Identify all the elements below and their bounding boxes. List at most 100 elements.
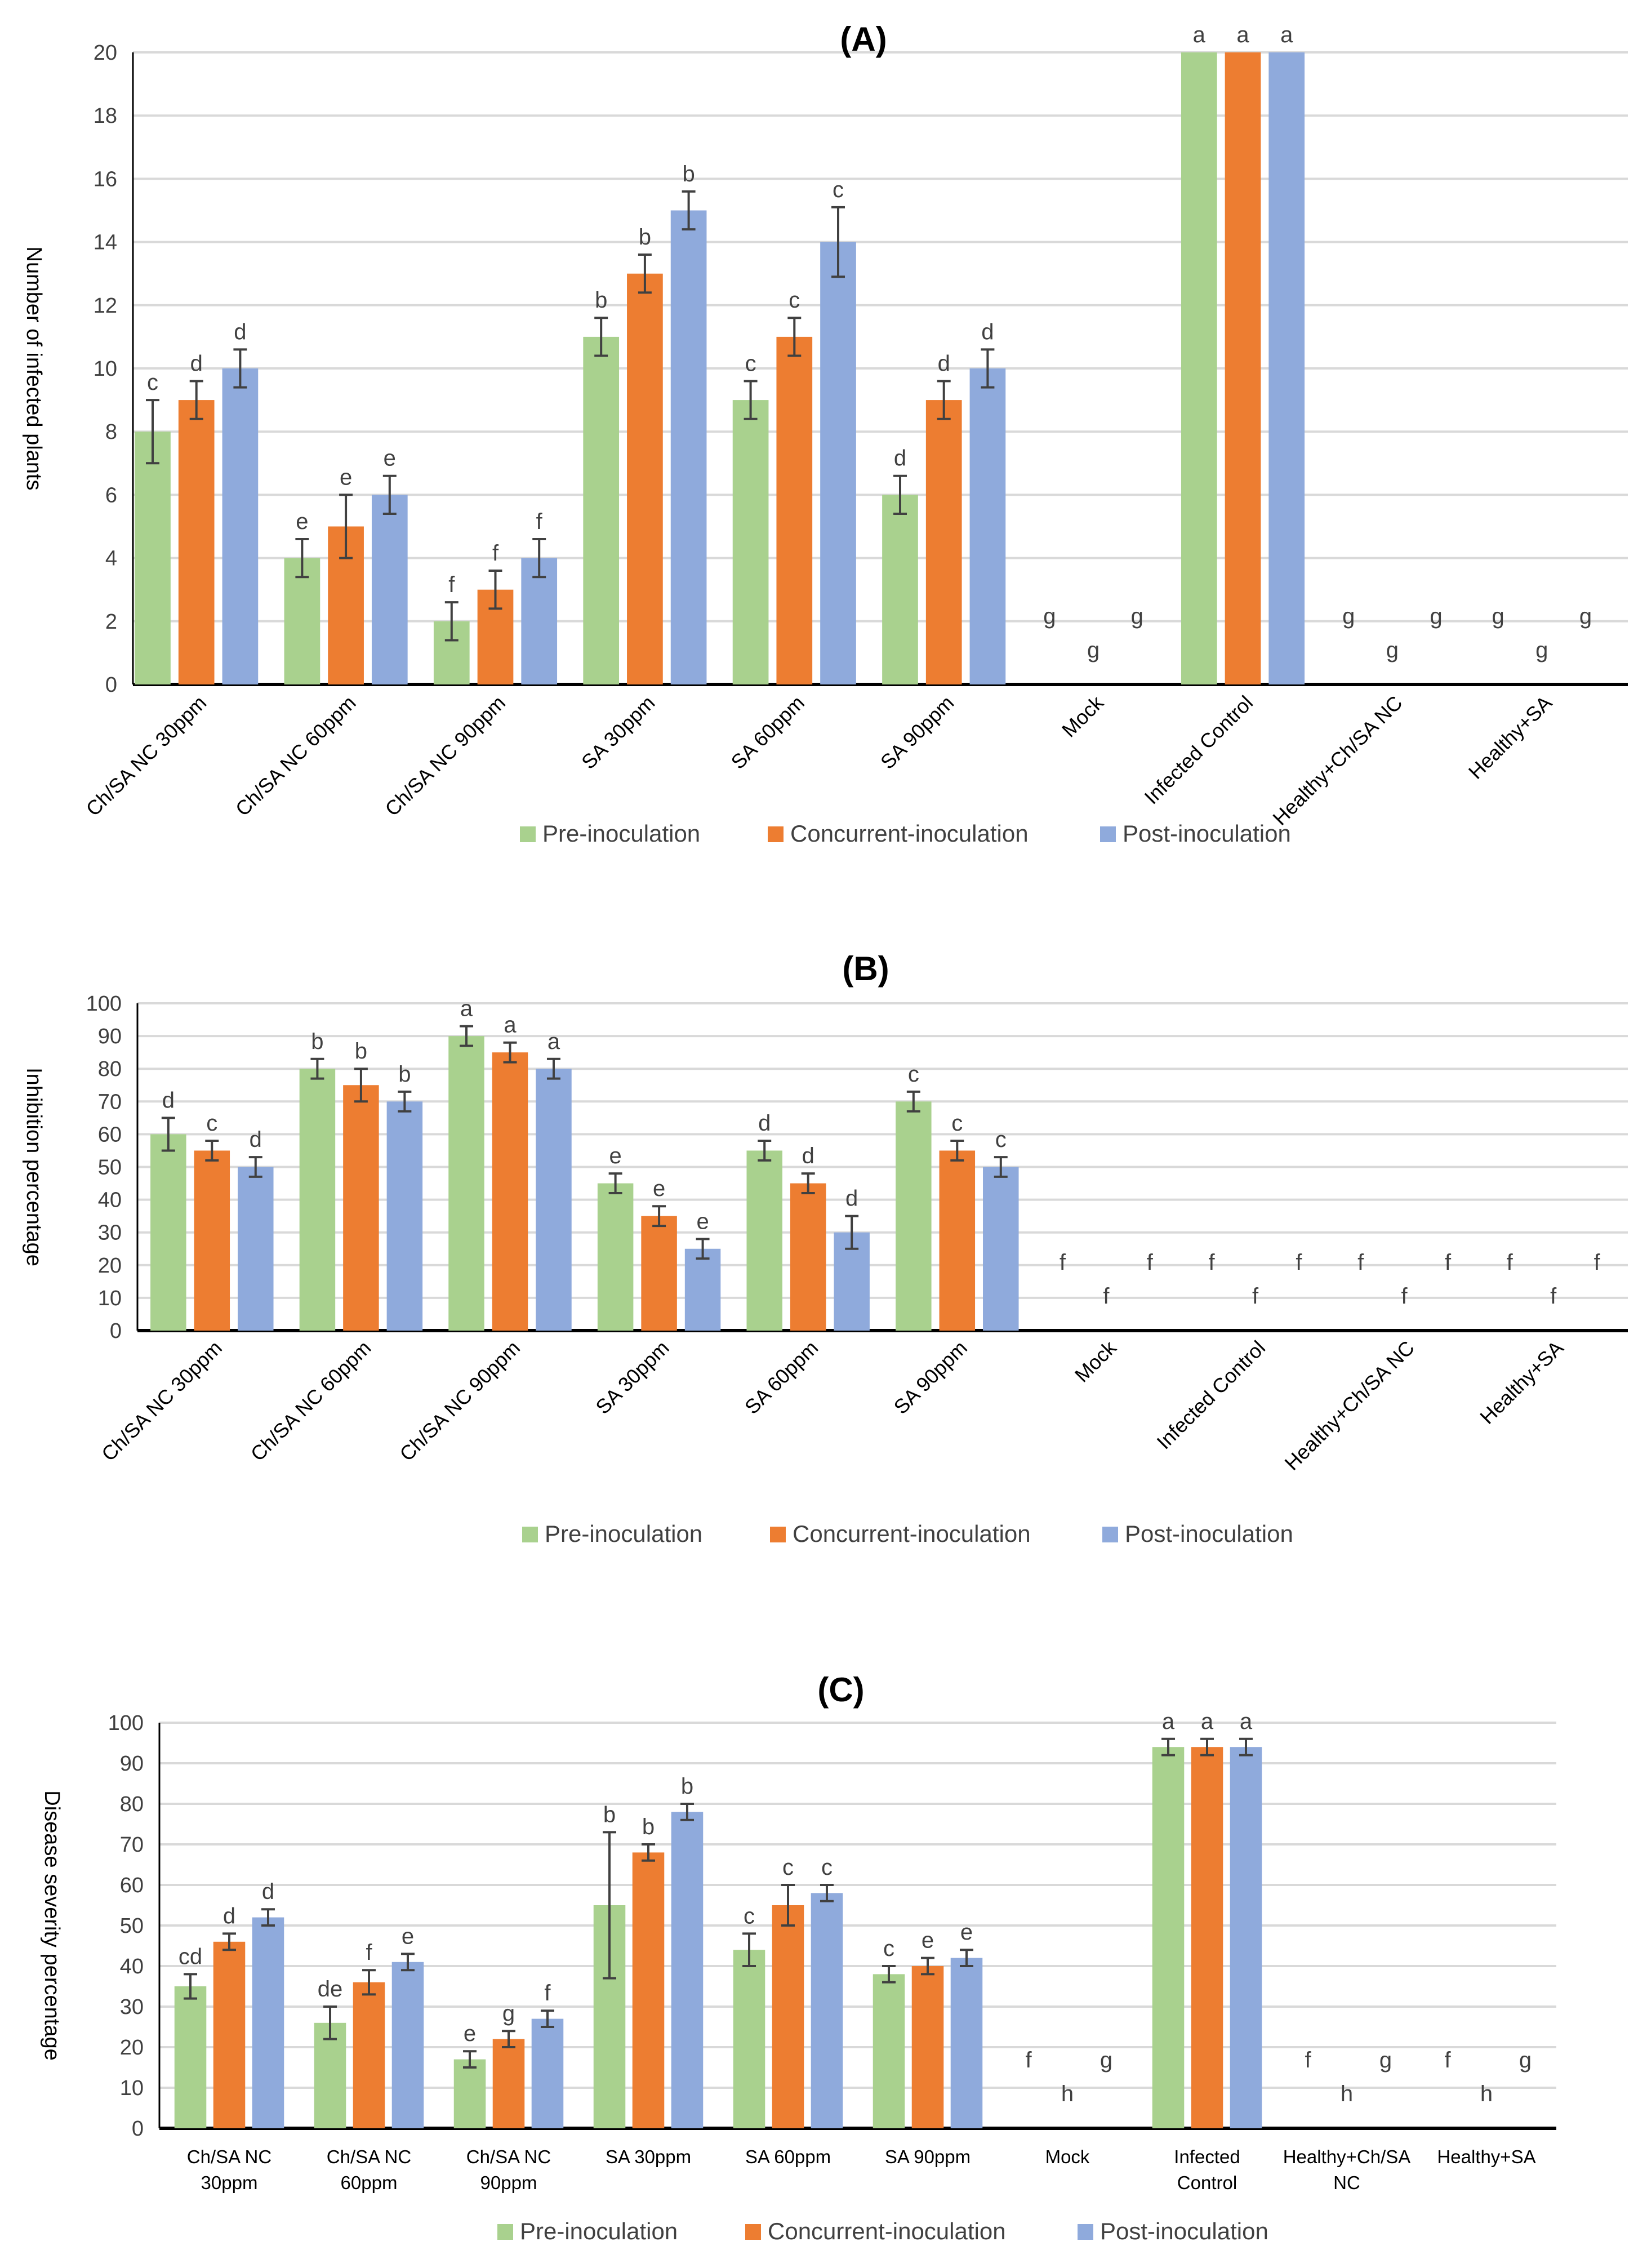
bar	[150, 1134, 186, 1331]
y-tick-label: 0	[105, 673, 117, 697]
x-category-label: Infected Control	[1152, 1336, 1270, 1454]
significance-letter: e	[296, 509, 308, 534]
significance-letter: g	[1535, 638, 1548, 662]
y-tick-label: 30	[98, 1221, 122, 1245]
y-tick-label: 2	[105, 610, 117, 634]
significance-letter: c	[206, 1111, 217, 1136]
y-axis-title: Number of infected plants	[22, 246, 46, 490]
bar	[1225, 52, 1261, 684]
y-tick-label: 20	[98, 1254, 122, 1278]
significance-letter: f	[1445, 1250, 1452, 1275]
bar	[776, 336, 813, 684]
legend-label: Post-inoculation	[1125, 1520, 1293, 1547]
bar	[733, 1950, 765, 2128]
bar	[950, 1958, 983, 2128]
significance-letter: b	[681, 1774, 693, 1799]
significance-letter: h	[1061, 2082, 1074, 2106]
significance-letter: c	[908, 1062, 919, 1087]
bar	[684, 1248, 721, 1331]
bar	[1268, 52, 1305, 684]
y-tick-label: 6	[105, 483, 117, 507]
x-category-label-line: Control	[1177, 2172, 1237, 2193]
significance-letter: d	[758, 1111, 771, 1136]
significance-letter: f	[1025, 2048, 1032, 2073]
y-axis-title: Inhibition percentage	[22, 1068, 46, 1266]
bar	[492, 2039, 525, 2128]
bar	[911, 1966, 944, 2128]
bar	[969, 368, 1006, 684]
y-tick-label: 10	[94, 357, 117, 381]
x-category-label-line: SA 60ppm	[745, 2146, 831, 2167]
significance-letter: c	[745, 351, 756, 376]
significance-letter: b	[642, 1815, 655, 1839]
bar	[1152, 1747, 1185, 2128]
significance-letter: g	[1043, 604, 1056, 629]
x-category-label: Healthy+Ch/SA NC	[1283, 2146, 1411, 2193]
bar	[213, 1941, 246, 2128]
legend-swatch	[520, 826, 536, 842]
x-category-label-line: Ch/SA NC	[466, 2146, 551, 2167]
y-tick-label: 50	[98, 1156, 122, 1180]
x-category-label: Ch/SA NC 60ppm	[327, 2146, 411, 2193]
significance-letter: e	[609, 1144, 622, 1168]
x-category-label-line: Healthy+SA	[1437, 2146, 1535, 2167]
y-tick-label: 20	[120, 2036, 144, 2060]
legend-label: Pre-inoculation	[542, 820, 700, 847]
legend-label: Concurrent-inoculation	[793, 1520, 1031, 1547]
significance-letter: f	[1060, 1250, 1066, 1275]
significance-letter: cd	[179, 1944, 202, 1969]
x-category-label-line: 90ppm	[480, 2172, 537, 2193]
x-category-label: Ch/SA NC 30ppm	[97, 1336, 226, 1466]
legend-swatch	[770, 1527, 786, 1542]
y-tick-label: 80	[120, 1793, 144, 1816]
significance-letter: d	[162, 1088, 175, 1113]
bar	[536, 1069, 572, 1331]
legend-swatch	[768, 826, 784, 842]
x-category-label: SA 90ppm	[885, 2146, 971, 2167]
x-category-label: SA 60ppm	[726, 691, 808, 773]
bar	[583, 336, 620, 684]
y-tick-label: 90	[98, 1025, 122, 1048]
x-category-label: SA 90ppm	[889, 1336, 971, 1418]
significance-letter: de	[318, 1977, 343, 2002]
bar	[386, 1101, 423, 1331]
significance-letter: g	[502, 2001, 515, 2026]
chart-a: 0 2 4 6 8 10 12 14 16 18 20 (A) Number of infected p…	[22, 20, 1628, 847]
legend-label: Post-inoculation	[1123, 820, 1291, 847]
bar	[873, 1974, 905, 2128]
x-category-label-line: Infected	[1174, 2146, 1240, 2167]
significance-letter: f	[1401, 1284, 1408, 1309]
bar	[896, 1101, 932, 1331]
legend-swatch	[1102, 1527, 1118, 1542]
y-tick-label: 50	[120, 1914, 144, 1938]
significance-letter: e	[340, 465, 352, 490]
significance-letter: c	[833, 177, 844, 202]
x-category-label: Ch/SA NC 60ppm	[246, 1336, 376, 1466]
significance-letter: g	[1386, 638, 1399, 662]
significance-letter: d	[802, 1144, 814, 1168]
significance-letter: f	[366, 1940, 372, 1965]
significance-letter: f	[492, 541, 499, 566]
significance-letter: e	[922, 1928, 934, 1953]
significance-letter: f	[1252, 1284, 1259, 1309]
bar	[1191, 1747, 1223, 2128]
bar	[790, 1183, 826, 1331]
significance-letter: d	[894, 446, 906, 471]
y-tick-label: 70	[98, 1090, 122, 1114]
significance-letter: g	[1430, 604, 1442, 629]
legend-label: Pre-inoculation	[545, 1520, 702, 1547]
significance-letter: b	[311, 1029, 323, 1054]
significance-letter: c	[995, 1127, 1007, 1152]
significance-letter: g	[1519, 2048, 1532, 2073]
bar	[492, 1052, 528, 1331]
x-category-label: Ch/SA NC 60ppm	[231, 691, 360, 821]
significance-letter: f	[1507, 1250, 1514, 1275]
legend-label: Concurrent-inoculation	[790, 820, 1029, 847]
bar	[670, 210, 707, 684]
x-category-label-line: 60ppm	[341, 2172, 398, 2193]
y-tick-label: 8	[105, 420, 117, 444]
y-tick-label: 60	[98, 1123, 122, 1146]
significance-letter: e	[696, 1209, 709, 1234]
bar	[284, 558, 321, 684]
